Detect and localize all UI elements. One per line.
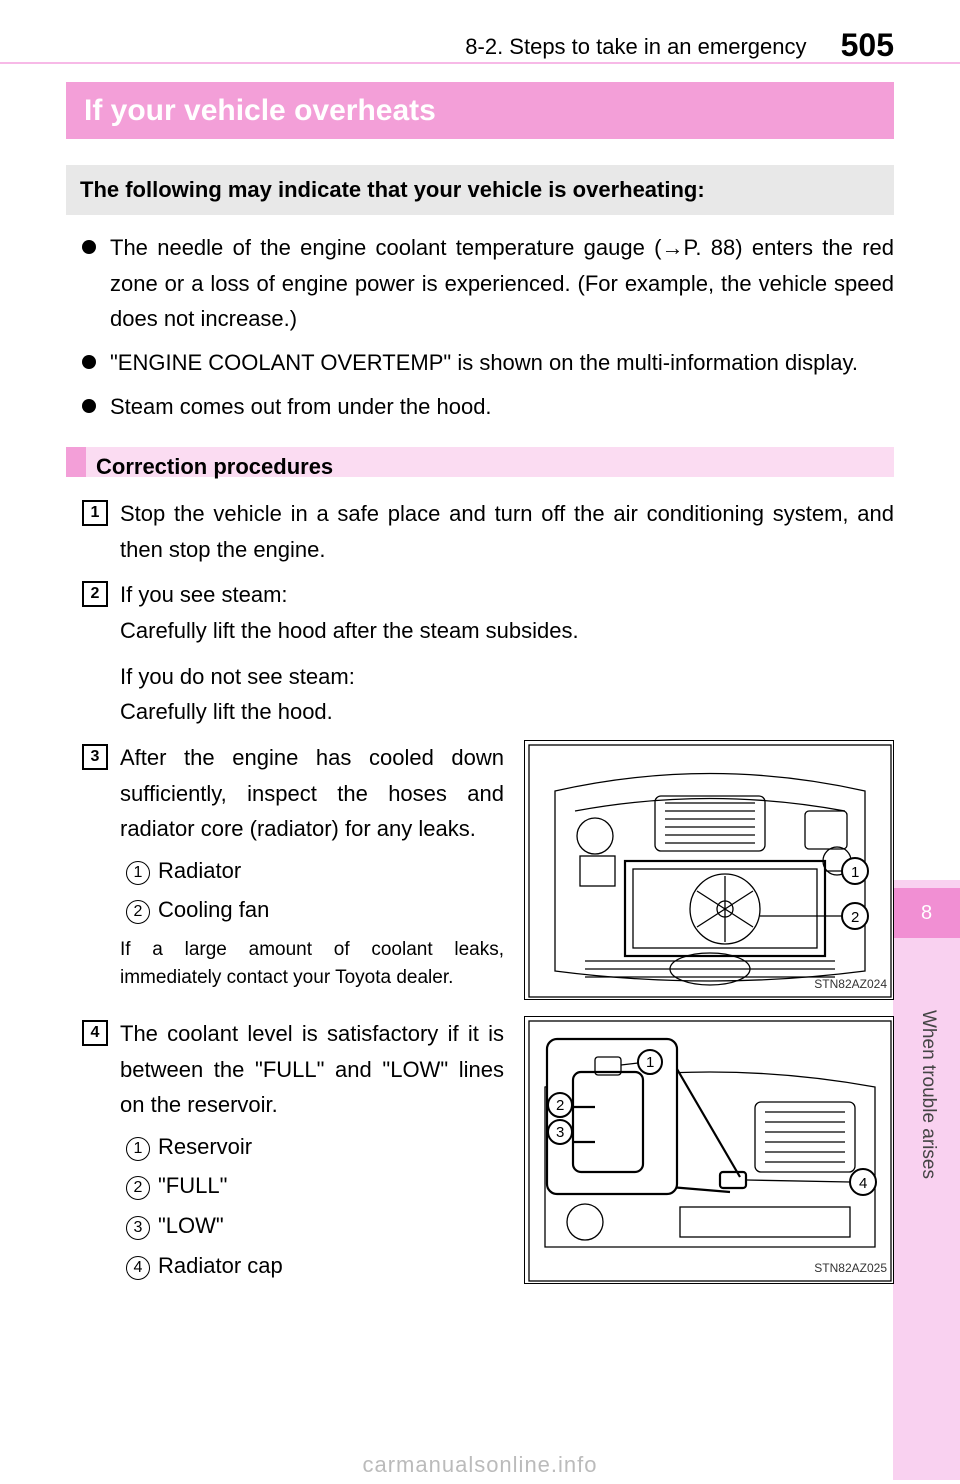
- callout-number-icon: 3: [126, 1216, 150, 1240]
- bullet-icon: [82, 355, 96, 369]
- callout-number-icon: 1: [126, 861, 150, 885]
- list-item: Steam comes out from under the hood.: [82, 389, 894, 425]
- step-number-icon: 1: [82, 500, 108, 526]
- step-3: 3 After the engine has cooled down suffi…: [82, 740, 504, 991]
- callout-text: Radiator: [158, 858, 241, 883]
- bullet-icon: [82, 240, 96, 254]
- bullet-text: Steam comes out from under the hood.: [110, 394, 492, 419]
- step-number-icon: 2: [82, 581, 108, 607]
- step-2: 2 If you see steam: Carefully lift the h…: [82, 577, 894, 730]
- step-1: 1 Stop the vehicle in a safe place and t…: [82, 496, 894, 567]
- bullet-icon: [82, 399, 96, 413]
- section-text: 8-2. Steps to take in an emergency: [465, 34, 806, 59]
- page-number: 505: [841, 27, 894, 63]
- step-4-row: 4 The coolant level is satisfactory if i…: [82, 1016, 894, 1287]
- side-tab-strip: [893, 880, 960, 1480]
- callout-number-icon: 2: [126, 1176, 150, 1200]
- page-title: If your vehicle overheats: [66, 82, 894, 139]
- step-4: 4 The coolant level is satisfactory if i…: [82, 1016, 504, 1287]
- step-text: If you do not see steam:: [120, 659, 894, 695]
- chapter-tab: 8: [893, 888, 960, 938]
- svg-text:1: 1: [646, 1054, 654, 1071]
- step-3-row: 3 After the engine has cooled down suffi…: [82, 740, 894, 1000]
- step-text: The coolant level is satisfactory if it …: [120, 1016, 504, 1123]
- callout-text: Radiator cap: [158, 1253, 283, 1278]
- main-content: The needle of the engine coolant tempera…: [82, 220, 894, 1303]
- running-header: 8-2. Steps to take in an emergency 505: [66, 27, 894, 65]
- svg-text:4: 4: [859, 1175, 867, 1192]
- callout-list: 1 Radiator 2 Cooling fan: [126, 853, 504, 928]
- figure-2: 1 2 3 4 STN82AZ025: [524, 1016, 894, 1284]
- figure-code: STN82AZ024: [814, 975, 887, 994]
- page: 8 When trouble arises 8-2. Steps to take…: [0, 0, 960, 1484]
- chapter-label: When trouble arises: [917, 1010, 939, 1179]
- step-number-icon: 3: [82, 744, 108, 770]
- svg-text:2: 2: [851, 909, 859, 926]
- callout-text: Cooling fan: [158, 897, 269, 922]
- callout-text: Reservoir: [158, 1134, 252, 1159]
- step-text: After the engine has cooled down suffici…: [120, 740, 504, 847]
- list-item: The needle of the engine coolant tempera…: [82, 230, 894, 337]
- heading-accent: [66, 447, 86, 477]
- heading-text: Correction procedures: [96, 449, 333, 485]
- indicator-heading: The following may indicate that your veh…: [66, 165, 894, 215]
- reservoir-illustration: 1 2 3 4: [525, 1017, 895, 1285]
- watermark: carmanualsonline.info: [0, 1452, 960, 1478]
- bullet-list: The needle of the engine coolant tempera…: [82, 230, 894, 424]
- figure-1: 1 2 STN82AZ024: [524, 740, 894, 1000]
- engine-bay-illustration: 1 2: [525, 741, 895, 1001]
- step-text: Stop the vehicle in a safe place and tur…: [120, 501, 894, 562]
- svg-text:2: 2: [556, 1097, 564, 1114]
- step-number-icon: 4: [82, 1020, 108, 1046]
- figure-code: STN82AZ025: [814, 1259, 887, 1278]
- subsection-heading: Correction procedures: [66, 444, 894, 484]
- svg-text:1: 1: [851, 864, 859, 881]
- svg-text:3: 3: [556, 1124, 564, 1141]
- bullet-text: "ENGINE COOLANT OVERTEMP" is shown on th…: [110, 350, 858, 375]
- callout-number-icon: 2: [126, 900, 150, 924]
- step-text: Carefully lift the hood.: [120, 694, 894, 730]
- step-note: If a large amount of coolant leaks, imme…: [120, 936, 504, 991]
- callout-list: 1 Reservoir 2 "FULL" 3 "LOW" 4 Radiator cap: [126, 1129, 504, 1284]
- callout-text: "FULL": [158, 1173, 227, 1198]
- callout-text: "LOW": [158, 1213, 224, 1238]
- callout-number-icon: 1: [126, 1137, 150, 1161]
- step-text: If you see steam:: [120, 577, 894, 613]
- step-text: Carefully lift the hood after the steam …: [120, 613, 894, 649]
- header-divider: [0, 62, 960, 64]
- callout-number-icon: 4: [126, 1256, 150, 1280]
- bullet-text: The needle of the engine coolant tempera…: [110, 235, 894, 331]
- list-item: "ENGINE COOLANT OVERTEMP" is shown on th…: [82, 345, 894, 381]
